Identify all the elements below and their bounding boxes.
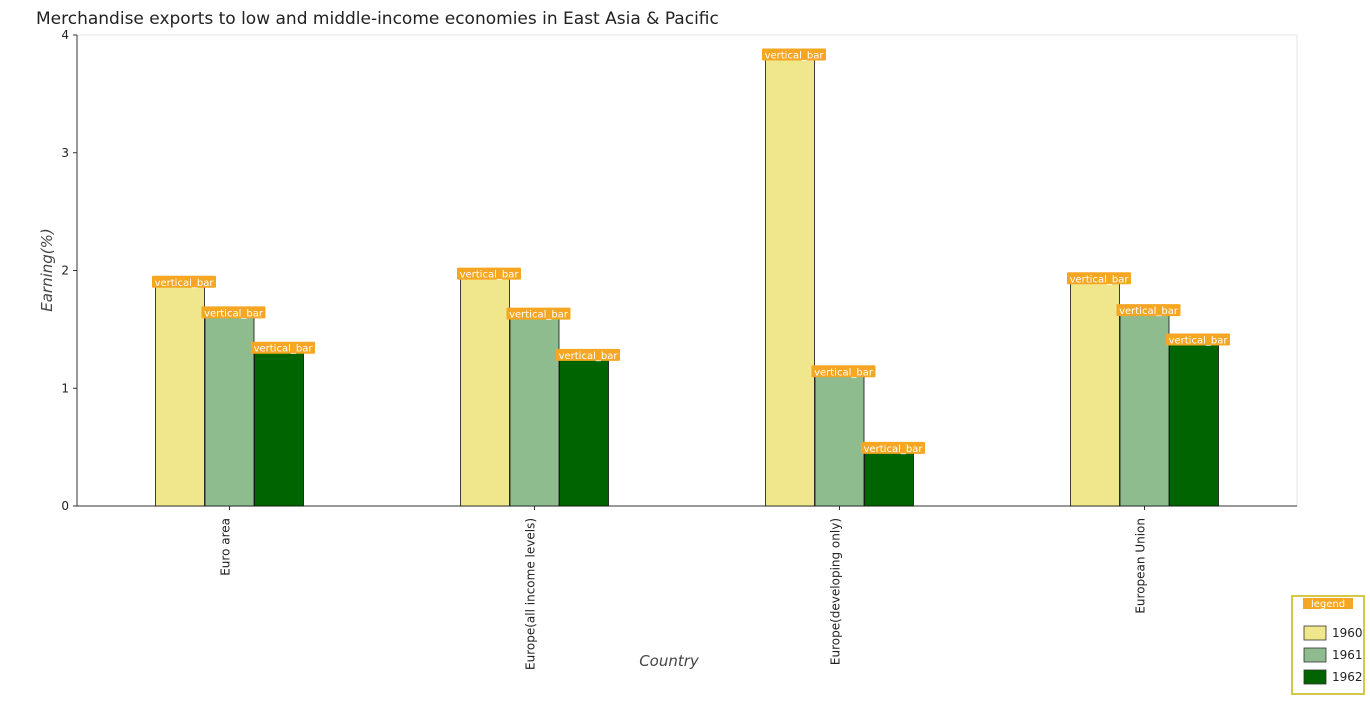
y-tick-label: 1 <box>61 381 69 395</box>
bar-europe-all-income-levels-1961 <box>509 317 560 507</box>
bar-euro-area-1961 <box>204 316 255 507</box>
bar-annotation-text: vertical_bar <box>1169 336 1229 347</box>
x-tick-label: European Union <box>1134 518 1148 614</box>
legend-swatch-1960 <box>1303 625 1327 641</box>
bar-annotation-text: vertical_bar <box>864 444 924 455</box>
bar-annotation-text: vertical_bar <box>509 310 569 321</box>
bar-annotation-box <box>1067 272 1131 285</box>
bar-europe-all-income-levels-1960 <box>460 277 510 507</box>
bar-annotation-box <box>811 365 876 378</box>
bar-annotation-text: vertical_bar <box>765 51 825 62</box>
y-tick-label: 4 <box>61 28 69 42</box>
legend-title: legend <box>1311 599 1345 610</box>
legend-box <box>1291 595 1365 695</box>
x-tick-label: Europe(all income levels) <box>524 518 538 670</box>
x-tick-label: Euro area <box>219 518 233 576</box>
bar-european-union-1961 <box>1119 313 1170 507</box>
x-tick-label: Europe(developing only) <box>829 518 843 665</box>
bar-europe-developing-only-1961 <box>814 374 865 507</box>
bar-europe-all-income-levels-1962 <box>559 358 609 507</box>
legend-title-box <box>1303 598 1353 609</box>
bar-annotation-text: vertical_bar <box>254 344 314 355</box>
bar-annotation-text: vertical_bar <box>1070 274 1130 285</box>
bar-annotation-text: vertical_bar <box>814 367 874 378</box>
bar-europe-developing-only-1962 <box>864 451 914 507</box>
bar-euro-area-1962 <box>254 351 304 507</box>
bar-european-union-1962 <box>1169 343 1219 507</box>
legend: legend 1960 1961 1962 <box>1291 595 1365 695</box>
bar-annotation-text: vertical_bar <box>1119 306 1179 317</box>
y-tick-label: 0 <box>61 499 69 513</box>
bar-europe-developing-only-1960 <box>765 58 815 507</box>
legend-swatch-1962 <box>1303 669 1327 685</box>
bar-annotation-text: vertical_bar <box>559 351 619 362</box>
bar-annotation-text: vertical_bar <box>204 308 264 319</box>
bar-annotation-text: vertical_bar <box>460 270 520 281</box>
bar-euro-area-1960 <box>155 285 205 507</box>
bar-annotation-box <box>457 267 521 280</box>
x-axis-label: Country <box>639 652 700 670</box>
bar-annotation-box <box>556 348 620 361</box>
chart-title: Merchandise exports to low and middle-in… <box>36 9 719 29</box>
bar-annotation-text: vertical_bar <box>155 278 215 289</box>
bar-annotation-box <box>201 306 266 319</box>
bar-annotation-box <box>1166 333 1230 346</box>
bar-annotation-box <box>152 275 216 288</box>
bar-labels: vertical_barvertical_barvertical_barvert… <box>152 48 1230 455</box>
y-tick-label: 2 <box>61 264 69 278</box>
bar-annotation-box <box>506 307 571 320</box>
legend-label-1962: 1962 <box>1332 670 1363 684</box>
legend-label-1960: 1960 <box>1332 626 1363 640</box>
bar-annotation-box <box>251 341 315 354</box>
legend-label-1961: 1961 <box>1332 648 1363 662</box>
y-axis-label: Earning(%) <box>38 228 56 312</box>
bar-european-union-1960 <box>1070 281 1120 507</box>
bars <box>155 58 1219 507</box>
legend-swatch-1961 <box>1303 647 1327 663</box>
bar-annotation-box <box>861 441 925 454</box>
bar-annotation-box <box>762 48 826 61</box>
bar-annotation-box <box>1116 304 1181 317</box>
y-tick-label: 3 <box>61 146 69 160</box>
